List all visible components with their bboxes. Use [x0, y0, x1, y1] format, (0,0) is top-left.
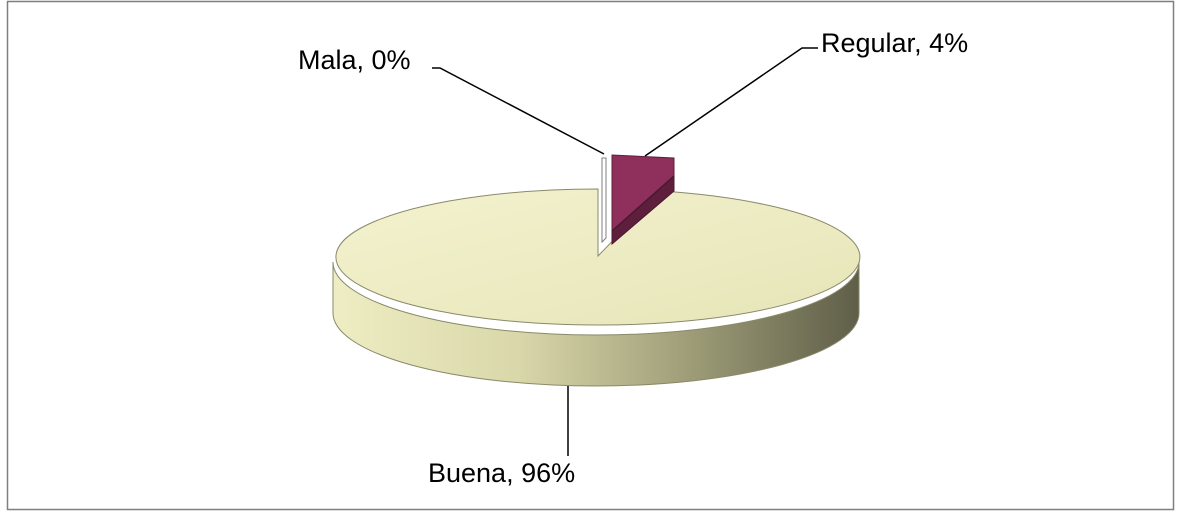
leader-line-regular	[644, 47, 818, 157]
data-label-mala: Mala, 0%	[298, 45, 411, 75]
slice-regular-edge	[611, 175, 675, 232]
data-label-regular: Regular, 4%	[821, 28, 968, 58]
slice-mala	[601, 157, 607, 244]
data-label-buena: Buena, 96%	[428, 458, 575, 488]
slice-buena-side	[332, 261, 860, 387]
leader-line-mala	[432, 67, 605, 155]
slice-buena-top	[335, 188, 861, 326]
